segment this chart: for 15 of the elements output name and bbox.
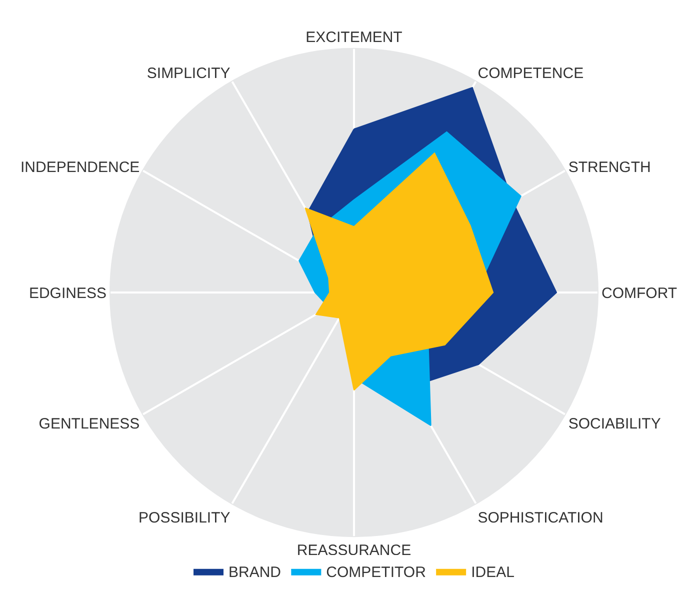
spoke-label: REASSURANCE [296, 542, 412, 559]
legend-label: COMPETITOR [326, 564, 426, 582]
spoke-label: GENTLENESS [38, 415, 140, 432]
spoke-label: SIMPLICITY [146, 65, 230, 82]
spoke-label: POSSIBILITY [138, 509, 230, 526]
spoke-label: INDEPENDENCE [20, 158, 140, 176]
spoke-label: STRENGTH [568, 158, 651, 176]
legend-label: BRAND [228, 564, 282, 582]
spoke-label: COMPETENCE [478, 65, 584, 82]
spoke-label: SOCIABILITY [568, 415, 661, 432]
spoke-label: COMFORT [602, 284, 678, 302]
spoke-label: SOPHISTICATION [478, 509, 604, 526]
spoke-label: EDGINESS [28, 284, 106, 302]
spoke-label: EXCITEMENT [306, 29, 402, 46]
legend-label: IDEAL [471, 564, 514, 582]
